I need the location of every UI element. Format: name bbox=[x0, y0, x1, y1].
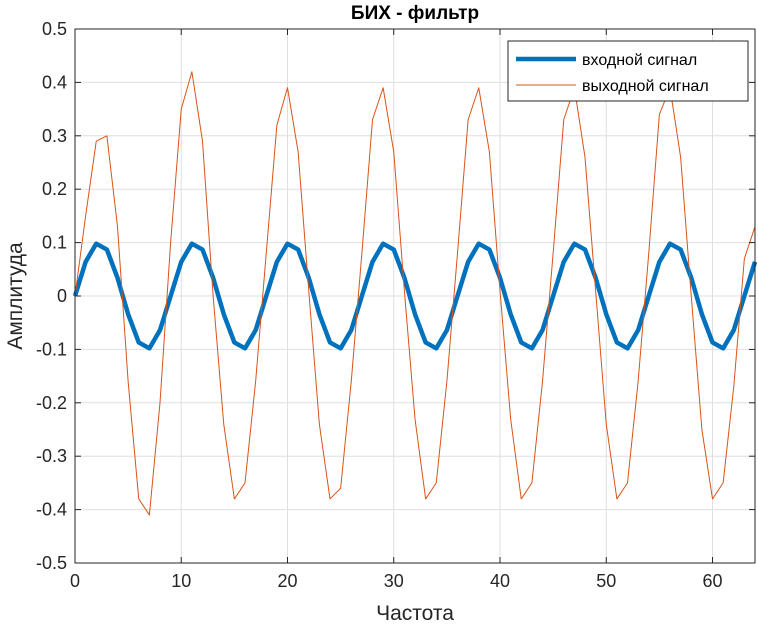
chart-title: БИХ - фильтр bbox=[351, 3, 479, 24]
x-tick-label: 60 bbox=[702, 571, 722, 591]
y-tick-label: -0.4 bbox=[36, 500, 67, 520]
x-axis-label: Частота bbox=[376, 602, 454, 625]
y-tick-label: 0.5 bbox=[42, 19, 67, 39]
x-tick-label: 40 bbox=[490, 571, 510, 591]
legend-label: входной сигнал bbox=[582, 52, 697, 69]
y-tick-label: -0.5 bbox=[36, 553, 67, 573]
y-tick-label: -0.1 bbox=[36, 339, 67, 359]
legend: входной сигнал выходной сигнал bbox=[507, 40, 749, 102]
x-tick-label: 0 bbox=[70, 571, 80, 591]
x-tick-label: 20 bbox=[277, 571, 297, 591]
x-tick-label: 10 bbox=[171, 571, 191, 591]
x-tick-label: 30 bbox=[384, 571, 404, 591]
ticks: 0 10 20 30 40 50 60 -0.5 -0.4 -0.3 -0.2 -0.1 0 0.1 0.2… bbox=[36, 19, 755, 591]
y-axis-label: Амплитуда bbox=[4, 242, 27, 350]
y-tick-label: 0.2 bbox=[42, 179, 67, 199]
y-tick-label: 0.4 bbox=[42, 72, 67, 92]
plot-lines bbox=[72, 71, 758, 516]
y-tick-label: 0.3 bbox=[42, 126, 67, 146]
input-signal-line bbox=[72, 241, 758, 351]
y-tick-label: 0.1 bbox=[42, 233, 67, 253]
output-signal-line bbox=[74, 71, 756, 516]
y-tick-label: -0.2 bbox=[36, 393, 67, 413]
legend-label: выходной сигнал bbox=[582, 78, 709, 95]
legend-box bbox=[507, 40, 749, 102]
y-tick-label: 0 bbox=[57, 286, 67, 306]
x-tick-label: 50 bbox=[596, 571, 616, 591]
y-tick-label: -0.3 bbox=[36, 446, 67, 466]
